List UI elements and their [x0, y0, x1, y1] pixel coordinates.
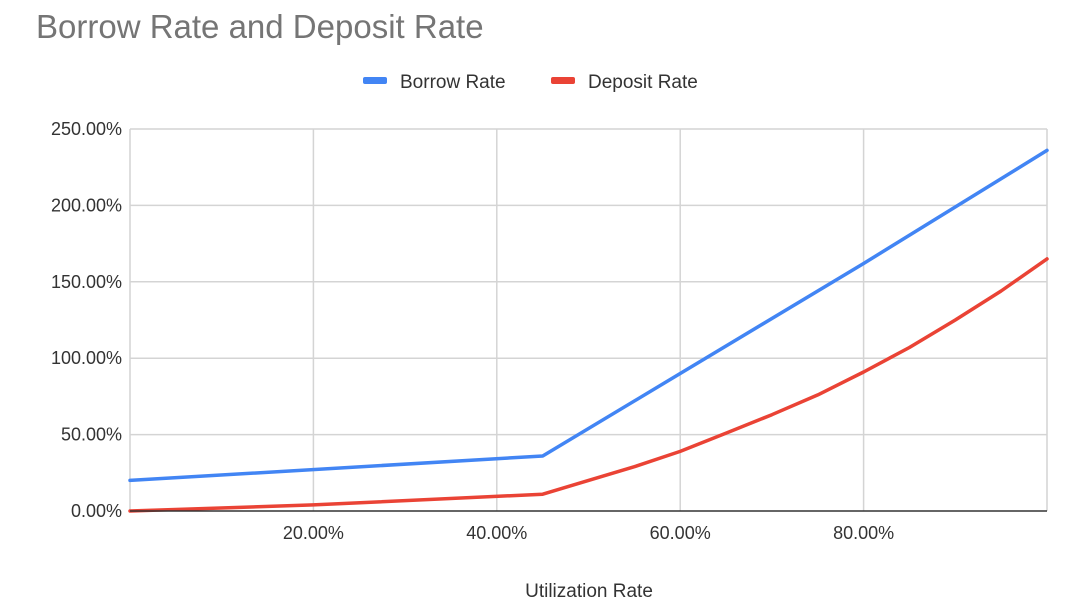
legend: Borrow Rate Deposit Rate [363, 72, 698, 93]
y-tick-label: 250.00% [51, 119, 122, 139]
x-axis-tick-labels: 20.00% 40.00% 60.00% 80.00% [283, 523, 894, 543]
legend-label-deposit-rate: Deposit Rate [588, 72, 698, 93]
x-tick-label: 20.00% [283, 523, 344, 543]
y-tick-label: 50.00% [61, 425, 122, 445]
legend-label-borrow-rate: Borrow Rate [400, 72, 506, 93]
x-axis-title: Utilization Rate [525, 581, 653, 602]
series-lines [128, 148, 1049, 513]
y-tick-label: 0.00% [71, 501, 122, 521]
x-tick-label: 40.00% [466, 523, 527, 543]
y-tick-label: 100.00% [51, 348, 122, 368]
y-axis-tick-labels: 0.00% 50.00% 100.00% 150.00% 200.00% 250.00% [51, 119, 122, 521]
x-tick-label: 80.00% [833, 523, 894, 543]
series-line-borrow-rate [128, 148, 1049, 483]
gridlines [129, 128, 1048, 511]
chart-title: Borrow Rate and Deposit Rate [36, 8, 484, 45]
legend-swatch-deposit-rate [551, 77, 575, 84]
x-tick-label: 60.00% [650, 523, 711, 543]
legend-swatch-borrow-rate [363, 77, 387, 84]
y-tick-label: 150.00% [51, 272, 122, 292]
series-line-deposit-rate [128, 257, 1049, 513]
y-tick-label: 200.00% [51, 195, 122, 215]
